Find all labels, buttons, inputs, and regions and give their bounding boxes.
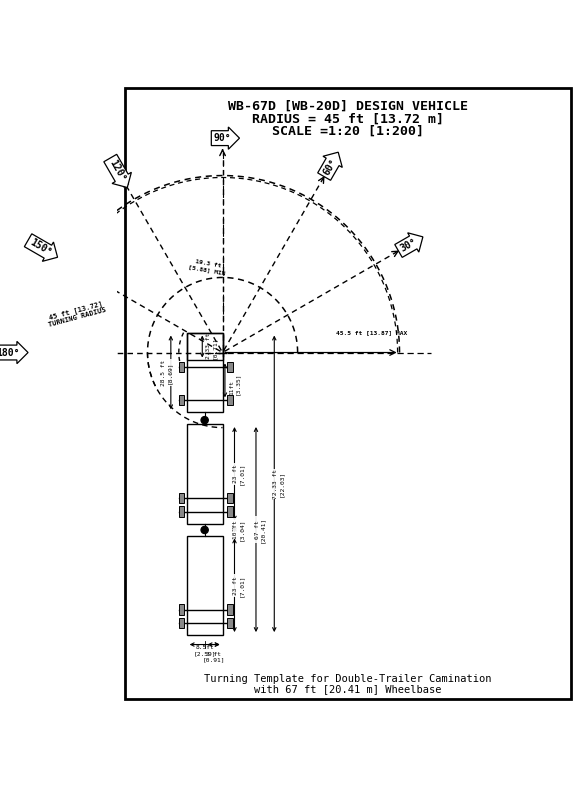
Text: RADIUS = 45 ft [13.72 m]: RADIUS = 45 ft [13.72 m] bbox=[252, 113, 444, 126]
Text: 120°: 120° bbox=[107, 157, 128, 183]
Text: 30°: 30° bbox=[398, 237, 418, 254]
Bar bbox=[187, 535, 223, 635]
Circle shape bbox=[201, 416, 208, 423]
Text: 60°: 60° bbox=[321, 157, 339, 177]
Text: 11ft
[3.35]: 11ft [3.35] bbox=[229, 372, 240, 395]
Text: 150°: 150° bbox=[28, 237, 53, 257]
Text: SCALE =1:20 [1:200]: SCALE =1:20 [1:200] bbox=[272, 125, 424, 138]
Text: 45 ft [13.72]
TURNING RADIUS: 45 ft [13.72] TURNING RADIUS bbox=[46, 299, 107, 328]
Text: 28.5 ft
[8.69]: 28.5 ft [8.69] bbox=[161, 360, 172, 386]
Bar bbox=[187, 333, 223, 412]
Bar bbox=[227, 493, 233, 504]
Bar bbox=[227, 604, 233, 615]
Bar bbox=[227, 362, 233, 372]
Bar bbox=[187, 424, 223, 523]
Text: 72.33 ft
[22.03]: 72.33 ft [22.03] bbox=[273, 469, 284, 499]
Bar bbox=[179, 507, 184, 517]
Text: WB-67D [WB-20D] DESIGN VEHICLE: WB-67D [WB-20D] DESIGN VEHICLE bbox=[228, 99, 468, 113]
Text: 10 ft
[3.04]: 10 ft [3.04] bbox=[233, 519, 244, 541]
Text: 23 ft
[7.01]: 23 ft [7.01] bbox=[233, 574, 244, 597]
Text: 90°: 90° bbox=[214, 133, 231, 143]
Text: 8.5ft
[2.59]: 8.5ft [2.59] bbox=[193, 645, 216, 656]
Text: 67 ft
[20.41]: 67 ft [20.41] bbox=[255, 516, 266, 543]
Text: 3 ft
[0.91]: 3 ft [0.91] bbox=[202, 652, 225, 663]
Bar bbox=[227, 507, 233, 517]
Bar bbox=[187, 333, 223, 360]
Text: 19.3 ft
[5.88] MIN: 19.3 ft [5.88] MIN bbox=[188, 258, 227, 275]
Bar bbox=[179, 493, 184, 504]
Text: with 67 ft [20.41 m] Wheelbase: with 67 ft [20.41 m] Wheelbase bbox=[254, 684, 441, 694]
Circle shape bbox=[201, 527, 208, 534]
Bar bbox=[227, 395, 233, 405]
Bar bbox=[179, 604, 184, 615]
Bar bbox=[227, 618, 233, 628]
Text: Turning Template for Double-Trailer Camination: Turning Template for Double-Trailer Cami… bbox=[204, 674, 492, 684]
Text: 2.33 ft
[0.71]: 2.33 ft [0.71] bbox=[206, 333, 217, 359]
Text: 23 ft
[7.01]: 23 ft [7.01] bbox=[233, 463, 244, 485]
Text: 180°: 180° bbox=[0, 348, 20, 357]
Bar bbox=[179, 362, 184, 372]
Bar bbox=[179, 618, 184, 628]
Text: 45.5 ft [13.87] MAX: 45.5 ft [13.87] MAX bbox=[336, 330, 407, 335]
Bar bbox=[179, 395, 184, 405]
